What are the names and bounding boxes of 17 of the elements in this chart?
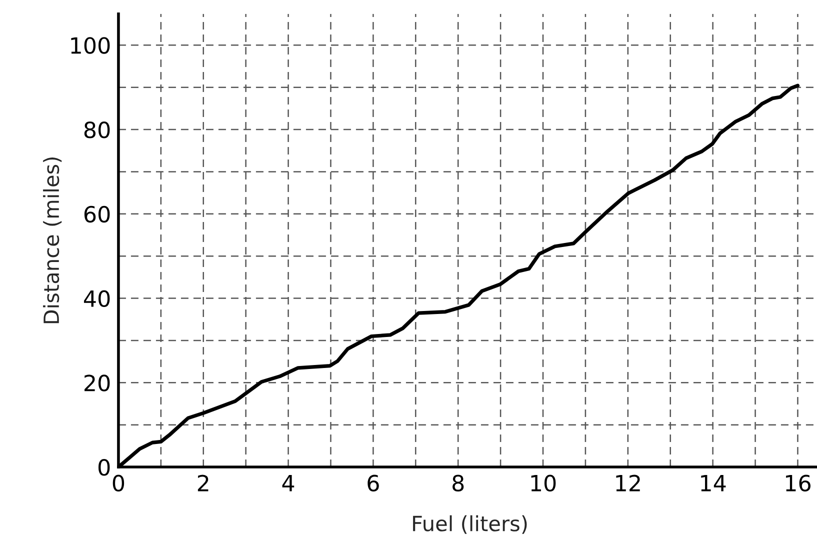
x-tick-label: 16 (786, 474, 810, 492)
x-tick-label: 8 (452, 474, 464, 492)
x-tick-label: 4 (282, 475, 294, 492)
y-tick-label: 100 (71, 37, 110, 54)
y-tick-label: 20 (84, 374, 110, 392)
x-tick-label: 0 (112, 474, 124, 492)
x-tick-label: 12 (616, 474, 640, 492)
x-tick-label: 10 (531, 474, 556, 492)
x-tick-label: 14 (701, 475, 726, 492)
x-axis-title: Fuel (liters) (413, 515, 527, 534)
x-tick-label: 2 (198, 474, 208, 492)
y-tick-label: 80 (84, 121, 110, 138)
y-axis-title: Distance (miles) (43, 158, 62, 324)
y-tick-label: 60 (84, 206, 110, 223)
y-tick-label: 40 (84, 290, 110, 308)
x-tick-label: 6 (368, 474, 379, 492)
y-tick-label: 0 (98, 458, 110, 476)
